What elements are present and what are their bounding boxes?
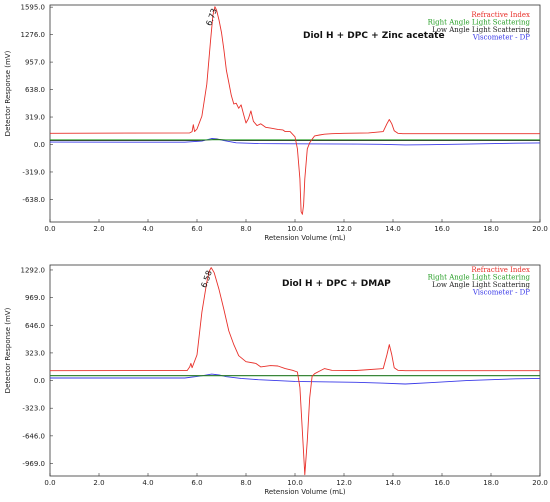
legend-entry: Low Angle Light Scattering <box>432 281 530 289</box>
y-tick-label: 0.0 <box>34 141 45 149</box>
legend-entry: Viscometer - DP <box>472 289 530 297</box>
x-tick-label: 0.0 <box>44 225 55 233</box>
y-tick-label: 638.0 <box>25 86 45 94</box>
x-axis-label: Retension Volume (mL) <box>264 488 346 496</box>
x-tick-label: 16.0 <box>434 479 450 487</box>
x-tick-label: 18.0 <box>483 225 499 233</box>
y-tick-label: -969.0 <box>22 460 45 468</box>
peak-label: 6.73 <box>204 7 219 27</box>
x-tick-label: 12.0 <box>336 225 352 233</box>
y-tick-label: 646.0 <box>25 322 45 330</box>
x-tick-label: 10.0 <box>287 479 303 487</box>
peak-label: 6.58 <box>199 269 214 289</box>
y-axis-label: Detector Response (mV) <box>4 307 12 393</box>
x-tick-label: 4.0 <box>142 225 153 233</box>
x-tick-label: 8.0 <box>240 479 251 487</box>
chart-panel-1: 0.0 2.0 4.0 6.0 8.0 10.0 12.0 14.0 16.0 18.0 20.0 1… <box>4 4 548 242</box>
y-tick-label: 1595.0 <box>21 4 46 12</box>
y-tick-label: 1292.0 <box>21 266 46 274</box>
x-tick-label: 2.0 <box>93 479 104 487</box>
series-line-low-angle-light-scattering <box>50 138 540 142</box>
legend-entry: Right Angle Light Scattering <box>428 19 531 27</box>
y-tick-label: -319.0 <box>22 168 45 176</box>
x-tick-label: 20.0 <box>532 225 548 233</box>
x-tick-label: 16.0 <box>434 225 450 233</box>
x-tick-label: 18.0 <box>483 479 499 487</box>
series-group <box>50 267 540 476</box>
y-tick-label: 0.0 <box>34 377 45 385</box>
x-tick-label: 6.0 <box>191 225 202 233</box>
y-axis-label: Detector Response (mV) <box>4 50 12 136</box>
series-line-refractive-index <box>50 267 540 476</box>
x-tick-label: 2.0 <box>93 225 104 233</box>
x-tick-label: 0.0 <box>44 479 55 487</box>
x-tick-label: 12.0 <box>336 479 352 487</box>
x-tick-label: 14.0 <box>385 479 401 487</box>
legend-entry: Right Angle Light Scattering <box>428 274 531 282</box>
x-tick-label: 4.0 <box>142 479 153 487</box>
series-group <box>50 6 540 215</box>
legend-entry: Low Angle Light Scattering <box>432 26 530 34</box>
y-tick-label: -323.0 <box>22 405 45 413</box>
x-tick-label: 6.0 <box>191 479 202 487</box>
plot-frame <box>49 4 541 223</box>
chart-title: Diol H + DPC + DMAP <box>282 279 391 289</box>
y-tick-label: 957.0 <box>25 59 45 67</box>
legend-entry: Refractive Index <box>471 266 530 274</box>
y-tick-label: 319.0 <box>25 114 45 122</box>
x-tick-label: 20.0 <box>532 479 548 487</box>
x-tick-label: 14.0 <box>385 225 401 233</box>
series-line-viscometer-dp <box>50 373 540 385</box>
y-tick-label: 969.0 <box>25 294 45 302</box>
legend-entry: Viscometer - DP <box>472 34 530 42</box>
chart-panel-2: 0.0 2.0 4.0 6.0 8.0 10.0 12.0 14.0 16.0 18.0 20.0 1… <box>4 264 548 496</box>
series-line-refractive-index <box>50 6 540 215</box>
x-axis-label: Retension Volume (mL) <box>264 234 346 242</box>
y-tick-label: 323.0 <box>25 349 45 357</box>
chart-title: Diol H + DPC + Zinc acetate <box>303 31 445 41</box>
y-tick-label: -638.0 <box>22 196 45 204</box>
legend-entry: Refractive Index <box>471 11 530 19</box>
x-tick-label: 10.0 <box>287 225 303 233</box>
y-tick-label: -646.0 <box>22 432 45 440</box>
x-tick-label: 8.0 <box>240 225 251 233</box>
y-tick-label: 1276.0 <box>21 31 46 39</box>
